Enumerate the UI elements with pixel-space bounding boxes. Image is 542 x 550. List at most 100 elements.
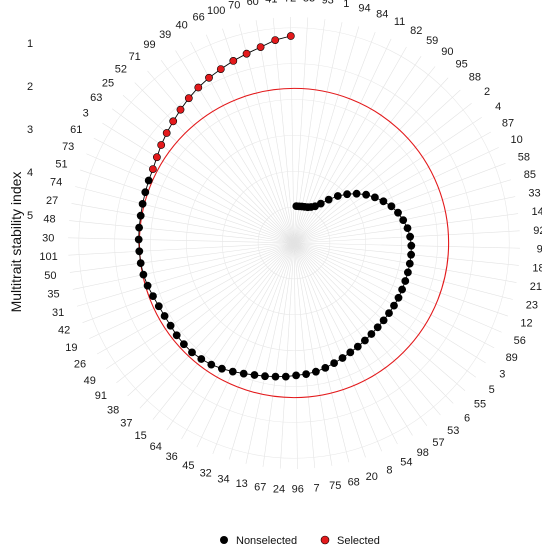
- angular-tick-label: 61: [70, 124, 82, 136]
- nonselected-point: [160, 312, 169, 320]
- angular-tick-label: 48: [43, 214, 55, 226]
- grid-spoke: [245, 242, 295, 464]
- grid-spoke: [127, 242, 295, 397]
- grid-spoke: [293, 242, 502, 333]
- nonselected-point: [370, 193, 379, 202]
- grid-spoke: [293, 163, 506, 244]
- grid-spoke: [293, 102, 472, 244]
- selected-point: [205, 73, 213, 82]
- grid-spoke: [75, 186, 295, 244]
- grid-spoke: [293, 55, 422, 244]
- grid-spoke: [293, 242, 508, 317]
- angular-tick-label: 51: [55, 159, 67, 171]
- grid-spoke: [293, 46, 407, 244]
- selected-point: [162, 129, 171, 137]
- polar-grid: [68, 17, 520, 469]
- angular-tick-label: 49: [84, 375, 96, 387]
- angular-tick-label: 25: [102, 77, 114, 89]
- angular-tick-label: 83: [303, 0, 315, 5]
- angular-tick-label: 13: [236, 478, 248, 490]
- nonselected-point: [239, 369, 248, 378]
- grid-spoke: [68, 242, 295, 256]
- grid-spoke: [76, 242, 295, 307]
- nonselected-point: [379, 197, 388, 206]
- series-line: [138, 35, 412, 378]
- grid-spoke: [293, 242, 383, 452]
- angular-tick-label: 2: [484, 86, 490, 98]
- grid-spoke: [111, 108, 295, 244]
- angular-tick-label: 9: [537, 244, 542, 256]
- angular-tick-label: 84: [376, 9, 388, 21]
- angular-tick-label: 101: [39, 251, 57, 263]
- grid-spoke: [72, 242, 295, 290]
- nonselected-point: [316, 199, 325, 208]
- angular-tick-label: 1: [343, 0, 349, 10]
- nonselected-point: [154, 302, 163, 311]
- angular-tick-label: 37: [120, 418, 132, 430]
- angular-tick-label: 5: [489, 384, 495, 396]
- nonselected-point: [261, 372, 269, 381]
- nonselected-point: [135, 247, 144, 256]
- grid-spoke: [293, 242, 486, 364]
- selected-point: [286, 32, 295, 40]
- grid-spoke: [86, 153, 295, 244]
- angular-tick-label: 15: [134, 430, 146, 442]
- grid-spoke: [293, 66, 436, 244]
- grid-spoke: [262, 242, 295, 467]
- nonselected-point: [271, 372, 280, 381]
- nonselected-point: [135, 223, 143, 232]
- nonselected-point: [141, 188, 150, 197]
- nonselected-point: [136, 211, 145, 220]
- nonselected-point: [333, 192, 342, 200]
- grid-spoke: [293, 242, 428, 426]
- nonselected-point: [362, 190, 370, 199]
- nonselected-point: [330, 359, 338, 367]
- nonselected-point: [403, 224, 412, 232]
- grid-spoke: [293, 116, 482, 244]
- angular-tick-label: 94: [358, 3, 370, 15]
- grid-spoke: [122, 95, 295, 244]
- angular-tick-label: 26: [74, 359, 86, 371]
- grid-spoke: [71, 203, 295, 244]
- angular-tick-label: 99: [143, 39, 155, 51]
- grid-spoke: [69, 242, 295, 273]
- nonselected-point: [138, 199, 147, 208]
- legend-label-nonselected: Nonselected: [236, 535, 297, 547]
- grid-spoke: [293, 242, 413, 436]
- angular-tick-label: 40: [175, 20, 187, 32]
- grid-spoke: [293, 242, 495, 349]
- nonselected-point: [398, 285, 406, 294]
- grid-spoke: [272, 17, 295, 244]
- angular-tick-label: 54: [400, 457, 412, 469]
- angular-tick-label: 73: [62, 141, 74, 153]
- nonselected-point: [373, 323, 382, 332]
- nonselected-point: [403, 268, 412, 277]
- grid-spoke: [293, 147, 499, 244]
- selected-point: [256, 43, 265, 51]
- grid-spoke: [147, 70, 295, 244]
- nonselected-point: [197, 355, 206, 363]
- angular-tick-label: 21: [530, 281, 542, 293]
- nonselected-point: [136, 259, 145, 267]
- grid-spoke: [97, 242, 295, 355]
- angular-tick-label: 34: [217, 473, 229, 485]
- angular-tick-label: 58: [518, 151, 530, 163]
- angular-tick-label: 38: [107, 404, 119, 416]
- angular-tick-label: 55: [474, 399, 486, 411]
- angular-tick-label: 24: [273, 483, 285, 495]
- angular-tick-label: 33: [528, 188, 540, 200]
- radial-tick-label: 1: [27, 38, 33, 50]
- nonselected-point: [250, 371, 259, 379]
- nonselected-point: [144, 176, 153, 185]
- grid-spoke: [160, 60, 295, 244]
- radial-tick-label: 4: [27, 167, 33, 179]
- nonselected-point: [346, 348, 355, 357]
- selected-point: [152, 153, 161, 162]
- nonselected-point: [143, 281, 152, 290]
- grid-spoke: [293, 242, 316, 469]
- angular-tick-label: 30: [42, 232, 54, 244]
- nonselected-point: [407, 241, 416, 250]
- nonselected-point: [399, 216, 408, 224]
- nonselected-point: [367, 330, 376, 338]
- angular-tick-label: 75: [329, 480, 341, 492]
